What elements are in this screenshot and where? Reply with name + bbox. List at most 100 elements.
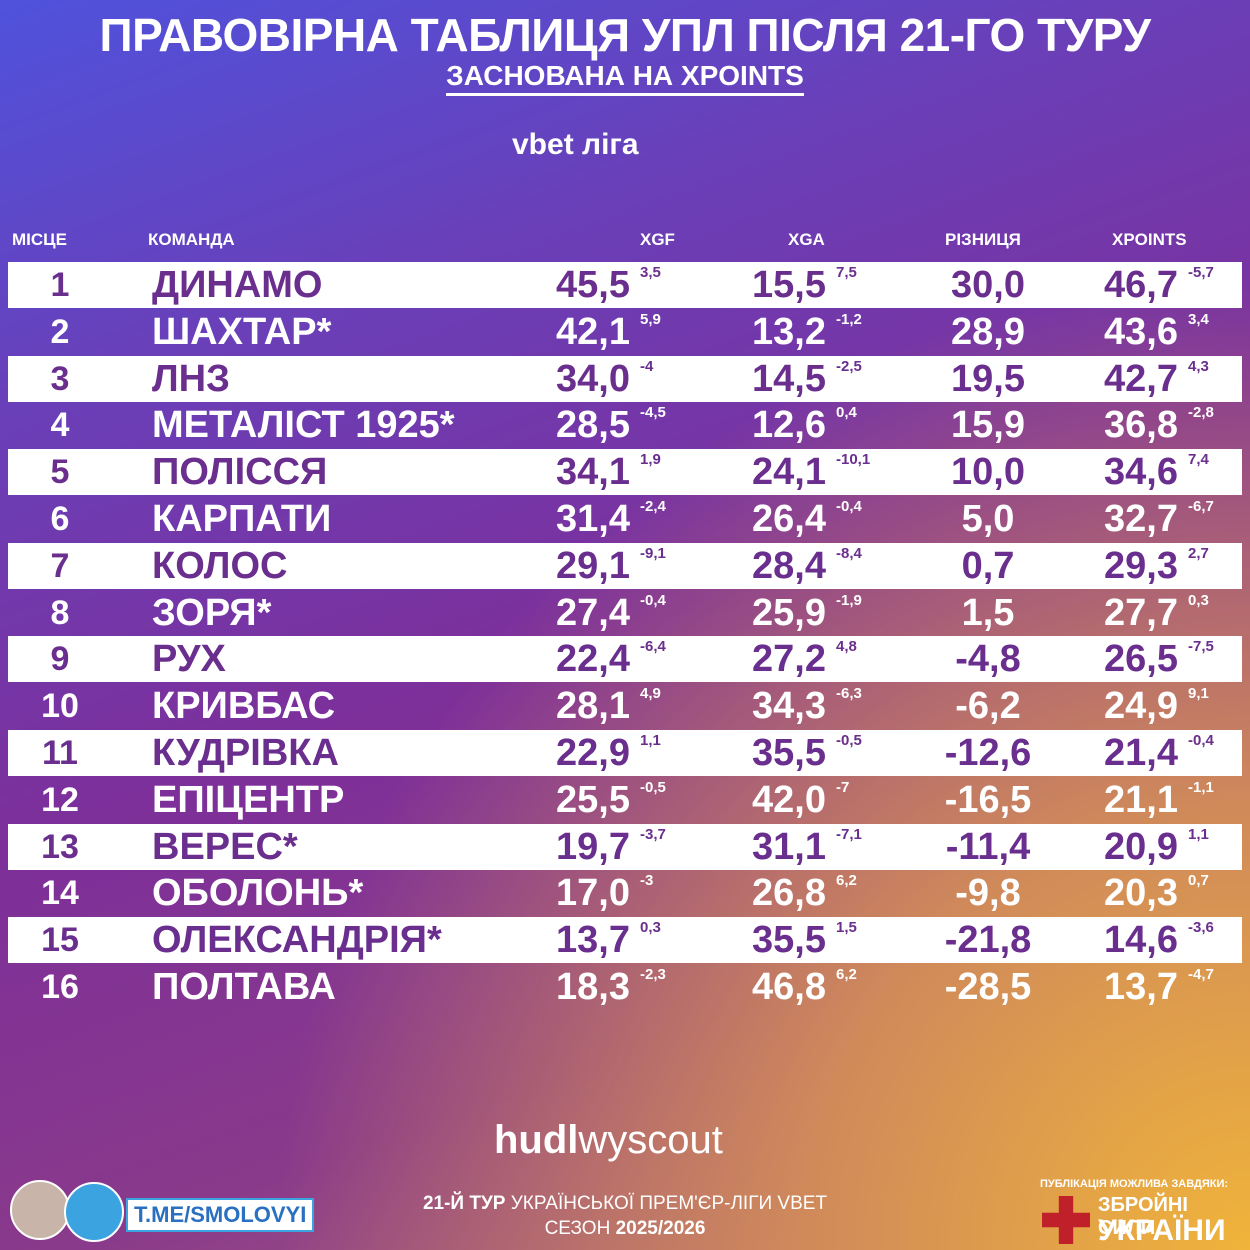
- xgf: 22,9: [556, 732, 630, 774]
- place: 11: [42, 734, 78, 772]
- xpoints: 29,3: [1104, 544, 1178, 587]
- xpoints: 24,9: [1104, 685, 1178, 728]
- difference: 19,5: [951, 357, 1025, 400]
- xpoints-delta: 1,1: [1188, 825, 1209, 843]
- column-header: РІЗНИЦЯ: [945, 230, 1021, 249]
- round: 21-Й ТУР: [422, 1193, 506, 1214]
- xga: 13,2: [752, 310, 826, 353]
- team: МЕТАЛІСТ 1925*: [152, 404, 455, 447]
- xgf-delta: 1,9: [640, 451, 661, 469]
- team: КУДРІВКА: [152, 732, 339, 774]
- team: КРИВБАС: [152, 685, 336, 728]
- xgf-delta: 1,1: [640, 732, 661, 749]
- place: 13: [41, 827, 79, 866]
- army-emblem: [1042, 1196, 1090, 1244]
- xgf: 42,1: [556, 310, 630, 353]
- table-row: 11 КУДРІВКА 22,9 1,1 35,5 -0,5 -12,6 21,4 -0,4: [8, 730, 1242, 776]
- xga-delta: 6,2: [836, 966, 857, 983]
- xga: 31,1: [752, 825, 826, 868]
- xgf: 27,4: [556, 591, 630, 634]
- place: 8: [50, 593, 70, 632]
- xga-delta: 7,5: [836, 264, 857, 281]
- difference: -9,8: [955, 872, 1021, 915]
- xga: 34,3: [752, 685, 826, 728]
- xga: 35,5: [752, 919, 826, 962]
- xgf-delta: -9,1: [640, 544, 666, 562]
- xgf-delta: 0,3: [640, 919, 661, 937]
- xga: 42,0: [752, 778, 826, 821]
- xpoints: 27,7: [1104, 591, 1178, 634]
- xga: 35,5: [752, 732, 826, 774]
- subtitle: ЗАСНОВАНА НА XPOINTS: [446, 60, 804, 96]
- channel[interactable]: T.ME/SMOLOVYI: [126, 1198, 315, 1232]
- place: 6: [50, 500, 70, 538]
- team: ОБОЛОНЬ*: [152, 872, 364, 915]
- xpoints: 46,7: [1104, 264, 1178, 306]
- team: ПОЛІССЯ: [152, 451, 328, 494]
- xgf: 34,0: [556, 357, 630, 400]
- place: 2: [50, 312, 70, 351]
- place: 16: [41, 968, 79, 1006]
- table-row: 7 КОЛОС 29,1 -9,1 28,4 -8,4 0,7 29,3 2,7: [8, 542, 1242, 589]
- xga-delta: -1,2: [836, 310, 862, 328]
- round: УКРАЇНСЬКОЇ ПРЕМ'ЄР-ЛІГИ VBET: [510, 1193, 828, 1214]
- xga: 28,4: [752, 544, 826, 587]
- xga-delta: -2,5: [836, 357, 862, 375]
- xgf: 31,4: [556, 498, 630, 540]
- place: 9: [50, 640, 70, 679]
- place: 15: [41, 921, 79, 960]
- xgf: 28,1: [556, 685, 630, 728]
- table-row: 10 КРИВБАС 28,1 4,9 34,3 -6,3 -6,2 24,9 9,1: [8, 683, 1242, 729]
- column-header: XGA: [788, 230, 825, 249]
- table-row: 5 ПОЛІССЯ 34,1 1,9 24,1 -10,1 10,0 34,6 7,4: [8, 449, 1242, 496]
- xgf-delta: -2,4: [640, 498, 666, 515]
- xgf-delta: -3,7: [640, 825, 666, 843]
- team: ОЛЕКСАНДРІЯ*: [152, 919, 442, 962]
- difference: -12,6: [944, 732, 1032, 774]
- xpoints-delta: 7,4: [1188, 451, 1209, 469]
- xga-delta: -8,4: [836, 544, 862, 562]
- thanks: ПУБЛІКАЦІЯ МОЖЛИВА ЗАВДЯКИ:: [1040, 1178, 1229, 1190]
- xpoints: 43,6: [1104, 310, 1178, 353]
- xga: 26,8: [752, 872, 826, 915]
- place: 12: [41, 780, 79, 819]
- xga-delta: -1,9: [836, 591, 862, 609]
- xga-delta: -0,5: [836, 732, 862, 749]
- xgf-delta: -0,4: [640, 591, 666, 609]
- table-row: 15 ОЛЕКСАНДРІЯ* 13,7 0,3 35,5 1,5 -21,8 14,6 -3,…: [8, 917, 1242, 964]
- xpoints: 42,7: [1104, 357, 1178, 400]
- xga: 15,5: [752, 264, 826, 306]
- xga-delta: -6,3: [836, 685, 862, 703]
- column-header: XPOINTS: [1112, 230, 1187, 249]
- xpoints-delta: -0,4: [1188, 732, 1214, 749]
- xpoints: 26,5: [1104, 638, 1178, 681]
- table-row: 6 КАРПАТИ 31,4 -2,4 26,4 -0,4 5,0 32,7 -6,7: [8, 496, 1242, 542]
- xpoints-delta: 0,7: [1188, 872, 1209, 890]
- xpoints: 20,9: [1104, 825, 1178, 868]
- xpoints-delta: -7,5: [1188, 638, 1214, 656]
- difference: 0,7: [961, 544, 1015, 587]
- place: 14: [41, 874, 79, 913]
- telegram-icon: [64, 1182, 124, 1242]
- difference: 28,9: [951, 310, 1025, 353]
- season: 2025/2026: [615, 1218, 706, 1239]
- xgf: 19,7: [556, 825, 630, 868]
- column-header: XGF: [640, 230, 675, 249]
- table-row: 3 ЛНЗ 34,0 -4 14,5 -2,5 19,5 42,7 4,3: [8, 355, 1242, 402]
- xgf-delta: -4,5: [640, 404, 666, 422]
- table-row: 14 ОБОЛОНЬ* 17,0 -3 26,8 6,2 -9,8 20,3 0,7: [8, 870, 1242, 916]
- difference: -28,5: [944, 966, 1032, 1008]
- xga-delta: 0,4: [836, 404, 857, 422]
- team: ЕПІЦЕНТР: [152, 778, 345, 821]
- xpoints: 32,7: [1104, 498, 1178, 540]
- xgf-delta: -2,3: [640, 966, 666, 983]
- team: ПОЛТАВА: [152, 966, 336, 1008]
- xpoints-delta: 3,4: [1188, 310, 1209, 328]
- data-logo: hudl: [494, 1118, 579, 1162]
- xpoints-delta: -4,7: [1188, 966, 1214, 983]
- place: 4: [50, 406, 70, 445]
- xpoints-delta: 9,1: [1188, 685, 1209, 703]
- xgf-delta: -4: [640, 357, 654, 375]
- xga-delta: -7: [836, 778, 850, 796]
- team: ВЕРЕС*: [152, 825, 298, 868]
